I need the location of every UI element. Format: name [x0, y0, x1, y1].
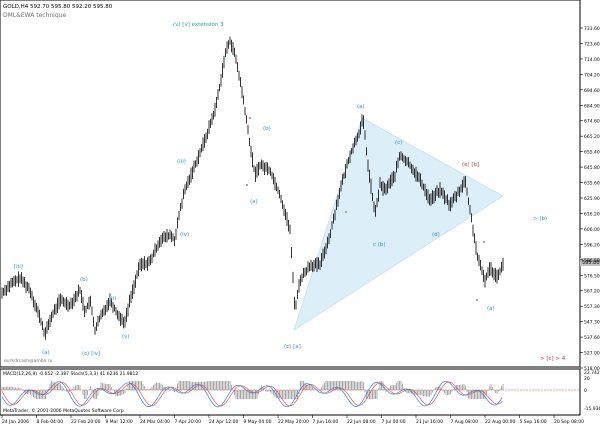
- wave-marker: [476, 299, 478, 301]
- time-tick-label: 5 Sep 16:00: [520, 419, 547, 424]
- wave-marker: [483, 241, 485, 243]
- wave-label: (iv): [180, 232, 189, 238]
- time-tick-label: 24 Apr 12:00: [209, 419, 238, 424]
- price-tick-label: 714.00: [584, 57, 600, 63]
- price-tick-label: 723.60: [584, 41, 600, 47]
- wave-marker: [345, 211, 347, 213]
- wave-marker: [342, 174, 344, 176]
- wave-label: (c) [iv]: [82, 351, 100, 357]
- chart-subtitle: DML&EWA technique: [3, 12, 66, 19]
- price-tick-label: 606.00: [584, 227, 600, 233]
- price-tick-label: 567.20: [584, 289, 600, 295]
- wave-label: > (b): [533, 216, 547, 222]
- last-price-box: [580, 258, 600, 266]
- indicator-scale-label: 22.742: [584, 370, 600, 376]
- time-tick-label: 22 Feb 20:00: [71, 419, 101, 424]
- time-tick-label: 7 Jun 16:00: [313, 419, 339, 424]
- price-tick-label: 518.00: [584, 366, 600, 372]
- wave-label: (a): [250, 199, 258, 205]
- wave-label: (b): [263, 126, 271, 132]
- price-tick-label: 527.00: [584, 351, 600, 357]
- indicator-scale-label: 20: [584, 376, 590, 382]
- time-tick-label: 22 May 20:00: [278, 419, 309, 424]
- indicator-plot: [1, 380, 579, 408]
- price-tick-label: 694.60: [584, 88, 600, 94]
- stoch-signal-line: [1, 381, 503, 407]
- time-tick-label: 9 May 04:00: [244, 419, 272, 424]
- wave-label: (a): [357, 104, 365, 110]
- wave-marker: [246, 184, 248, 186]
- time-axis: 24 Jan 2006 8 Feb 04:00 22 Feb 20:00 9 Mar …: [1, 415, 584, 424]
- footer-copyright: MetaTrader, © 2001-2006 MetaQuotes Softw…: [3, 407, 125, 414]
- wave-marker: [249, 117, 251, 119]
- wave-label: (v): [122, 334, 130, 340]
- time-tick-label: 22 Jun 08:00: [347, 419, 376, 424]
- wave-label: (iii): [177, 159, 186, 165]
- price-tick-label: 625.90: [584, 196, 600, 202]
- price-tick-label: 596.20: [584, 242, 600, 248]
- main-chart-frame: [0, 0, 581, 368]
- indicator-scale-label: 0: [584, 388, 587, 394]
- wave-label: (c): [395, 140, 402, 146]
- wave-label: (b): [80, 277, 88, 283]
- time-tick-label: 24 Jan 2006: [2, 419, 29, 424]
- price-tick-label: 704.20: [584, 72, 600, 78]
- indicator-scale-label: -15.936: [584, 406, 600, 412]
- wave-label: (e) [b]: [462, 162, 479, 168]
- wave-label: [iii]: [14, 264, 23, 270]
- price-tick-label: 665.20: [584, 134, 600, 140]
- time-tick-label: 7 Jul 00:00: [382, 419, 406, 424]
- price-tick-label: 576.50: [584, 273, 600, 279]
- time-tick-label: 21 Jul 16:00: [416, 419, 443, 424]
- indicator-label: MACD(12,26,9) -0.652 -2.387 Stoch(5,3,3)…: [3, 371, 138, 377]
- time-tick-label: 22 Aug 00:00: [485, 419, 515, 424]
- time-tick-label: 20 Sep 08:00: [554, 419, 584, 424]
- wave-label: (d): [432, 232, 440, 238]
- wave-label: (v) [v] extension 3: [173, 22, 224, 28]
- watermark-text: eurkdrcash@amblr.ru: [4, 358, 53, 364]
- price-axis: 733.60 723.60 714.00 704.20 694.60 684.90 674.…: [580, 26, 600, 372]
- wave-label: c (b): [373, 242, 386, 248]
- time-tick-label: 7 Apr 20:00: [175, 419, 202, 424]
- price-tick-label: 616.20: [584, 211, 600, 217]
- wave-annotations: (v) [v] extension 3 [iii] (b) (ii) (c) [iv] (…: [14, 22, 566, 362]
- wave-label: > [c] > 4: [540, 356, 566, 362]
- symbol-info: GOLD,H4 592.70 595.80 592.20 595.80: [3, 4, 113, 10]
- price-tick-label: 586.50: [584, 258, 600, 264]
- price-tick-label: 557.30: [584, 304, 600, 310]
- wave-marker: [235, 61, 237, 63]
- time-tick-label: 24 Mar 04:00: [140, 419, 170, 424]
- wave-label: (a): [487, 306, 495, 312]
- price-tick-label: 684.90: [584, 103, 600, 109]
- triangle-pattern: [293, 117, 504, 331]
- wave-label: (ii): [109, 296, 116, 302]
- price-tick-label: 537.60: [584, 335, 600, 341]
- time-tick-label: 8 Feb 04:00: [37, 419, 64, 424]
- last-price-label: 595.80: [582, 260, 600, 266]
- price-tick-label: 655.40: [584, 150, 600, 156]
- price-bars: [1, 36, 504, 340]
- stoch-main-line: [1, 380, 503, 408]
- wave-label: (c) [a]: [284, 344, 301, 350]
- price-tick-label: 674.60: [584, 119, 600, 125]
- indicator-window-frame: [0, 368, 581, 416]
- time-tick-label: 7 Aug 08:00: [451, 419, 479, 424]
- price-tick-label: 733.60: [584, 26, 600, 32]
- price-tick-label: 547.30: [584, 320, 600, 326]
- price-tick-label: 635.60: [584, 181, 600, 187]
- time-tick-label: 9 Mar 12:00: [106, 419, 133, 424]
- price-tick-label: 645.80: [584, 165, 600, 171]
- wave-label: (a): [42, 350, 50, 356]
